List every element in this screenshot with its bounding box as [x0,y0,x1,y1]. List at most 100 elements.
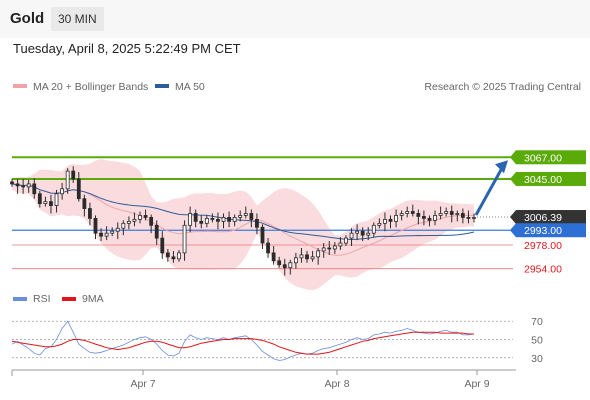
candle [433,215,437,221]
candle [472,217,476,219]
candle [99,232,103,237]
candle [15,183,20,187]
candle [405,211,410,214]
rsi-tick-label: 50 [531,335,543,347]
candle [227,217,231,222]
candle [360,230,365,236]
candle [10,181,14,185]
candle [410,211,415,214]
legend-label-rsi-ma: 9MA [82,293,104,305]
support-label-1: 2978.00 [524,240,562,252]
candle [444,211,449,214]
candle [54,193,59,206]
support-label-1-bg [516,238,586,253]
candle [65,170,70,190]
candle [394,215,398,222]
legend-swatch-ma20 [13,84,27,88]
candle [154,224,159,239]
candle [466,217,471,219]
rsi-plot: 70 50 30 [11,316,543,365]
candle [37,193,42,205]
candle [344,237,348,244]
support-label-2-bg [516,261,586,276]
candle [332,245,337,250]
candle [171,256,176,260]
candle [132,218,137,222]
bollinger-band [12,159,474,291]
legend-label-rsi: RSI [33,293,51,305]
candle [460,213,465,218]
legend-swatch-ma50 [155,84,169,88]
candle [316,250,321,258]
candle [293,257,298,264]
candle [71,170,76,180]
candle [143,215,148,218]
legend-swatch-rsi [13,297,27,301]
candle [115,227,120,232]
candle [366,232,371,236]
candle [399,213,404,216]
resistance-label-2-bg [516,171,586,186]
rsi-tick-label: 70 [531,316,543,328]
candle [82,198,87,209]
candle [193,213,198,222]
candle [438,213,443,216]
candle [260,226,265,244]
candle [427,218,432,221]
candle [455,213,460,215]
candle [110,230,115,234]
candle [327,247,332,250]
candle [371,224,376,234]
forecast-arrow-shaft [474,165,505,216]
current-price-label-bg [516,210,586,225]
legend-label-ma50: MA 50 [175,81,205,93]
price-label-pointer [510,150,516,165]
candle [204,218,209,224]
candle [238,215,243,218]
candle [305,254,309,260]
candle [88,208,92,219]
candle [76,178,81,200]
ma20-line [11,183,475,256]
candle [383,218,387,224]
candle [104,232,109,237]
copyright-text: Research © 2025 Trading Central [424,81,581,93]
candle [449,211,454,215]
price-label-pointer [510,210,516,225]
resistance-label-2: 3045.00 [524,174,562,186]
forecast-arrow-head [495,160,508,174]
candle [126,220,131,224]
pivot-label: 2993.00 [524,225,562,237]
candle [422,216,426,219]
candle [232,217,237,222]
candle [210,218,215,220]
candle [199,220,204,224]
legend-label-ma20: MA 20 + Bollinger Bands [33,81,148,93]
timeframe-badge[interactable]: 30 MIN [51,7,104,31]
price-plot [10,156,513,291]
timestamp: Tuesday, April 8, 2025 5:22:49 PM CET [13,41,241,56]
candle [416,213,421,217]
resistance-label-1: 3067.00 [524,152,562,164]
candle [32,183,37,195]
rsi-ma-line [11,331,474,355]
candle [177,252,181,260]
x-tick-label: Apr 9 [464,378,489,390]
ma50-line [11,183,475,241]
candle [182,224,187,254]
candle [321,247,326,252]
candle [288,262,293,269]
price-label-pointer [510,171,516,186]
candle [149,217,154,226]
candle [271,252,276,262]
rsi-line [11,320,475,361]
candle [255,218,259,228]
candle [355,230,360,234]
candle [165,252,170,258]
resistance-label-1-bg [516,150,586,165]
candle [310,256,315,260]
candle [26,183,31,188]
